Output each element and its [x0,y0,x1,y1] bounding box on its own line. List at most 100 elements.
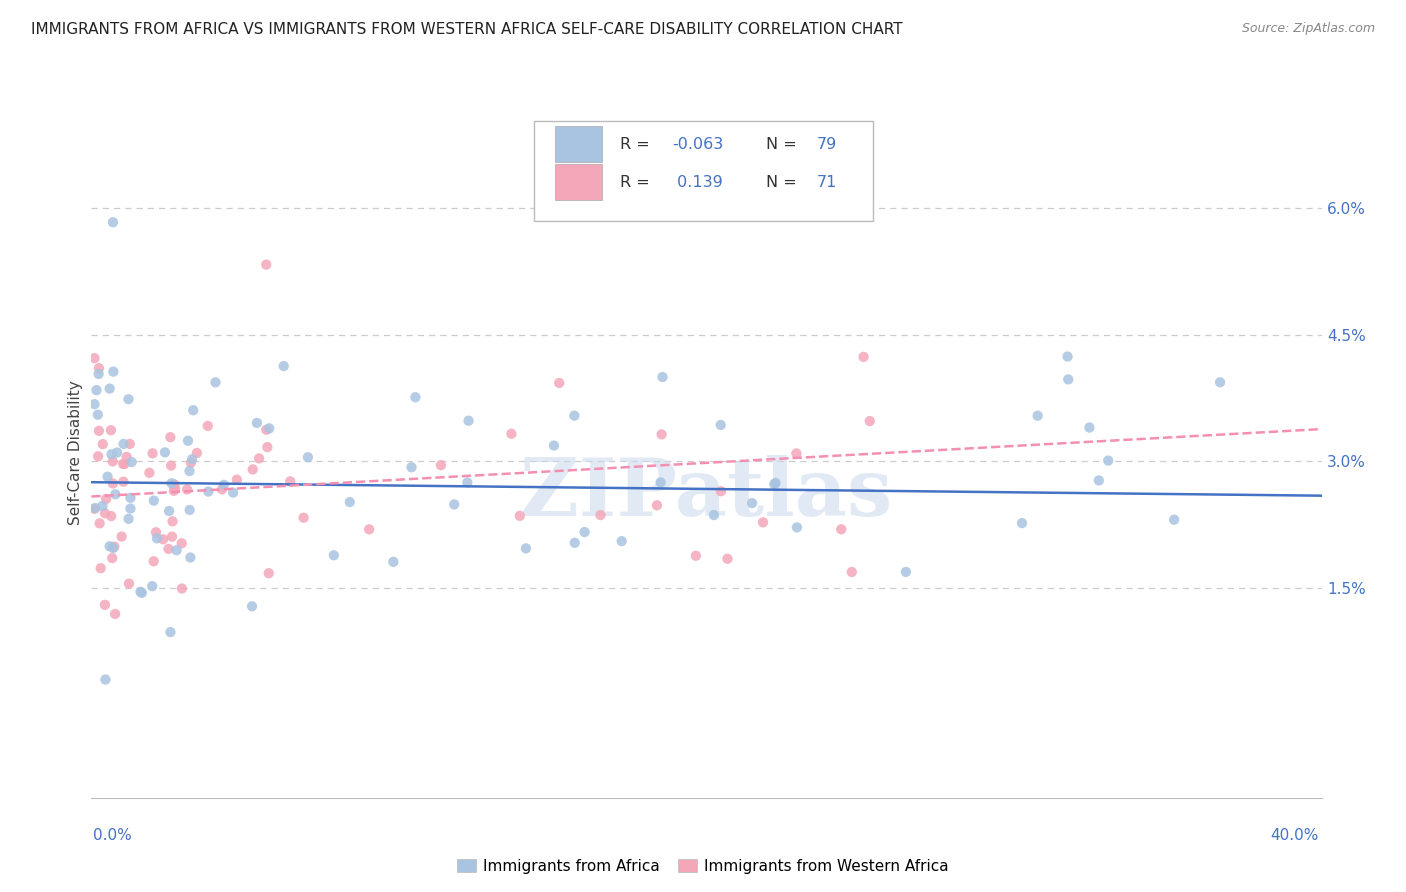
Point [94,491,117,506]
Point [456,475,478,490]
Text: 0.0%: 0.0% [93,829,132,843]
Point [176,483,198,497]
Point [146,532,169,546]
Point [160,476,183,491]
Point [87,408,110,422]
Point [112,457,135,471]
Point [105,445,128,459]
Point [852,350,875,364]
Point [170,582,193,596]
Point [181,403,204,417]
Point [574,524,596,539]
Point [91,499,114,513]
FancyBboxPatch shape [555,127,602,162]
Text: 71: 71 [817,175,838,190]
Point [716,551,738,566]
Point [98,382,121,396]
Point [752,516,775,530]
Point [104,487,127,501]
Point [651,427,673,442]
Point [163,477,186,491]
Point [141,579,163,593]
Point [894,565,917,579]
Point [131,586,153,600]
Point [703,508,725,522]
Point [685,549,707,563]
Point [382,555,405,569]
Point [1097,453,1119,467]
Point [430,458,453,473]
Point [97,469,120,483]
Point [101,454,124,468]
Point [118,576,141,591]
Point [120,491,142,505]
Point [1057,372,1080,386]
Point [211,482,233,496]
Point [142,554,165,568]
Point [610,534,633,549]
Point [786,520,808,534]
Point [181,452,204,467]
Point [548,376,571,390]
Point [101,551,124,566]
Point [1088,474,1111,488]
Point [651,370,673,384]
Point [104,607,127,621]
Point [1026,409,1049,423]
Point [589,508,612,522]
Point [247,451,270,466]
Point [159,430,181,444]
Point [242,462,264,476]
Point [87,450,110,464]
Point [86,383,108,397]
Point [170,536,193,550]
Point [177,434,200,448]
Text: R =: R = [620,136,655,152]
Point [165,482,187,496]
Point [120,501,142,516]
Point [1163,513,1185,527]
Point [765,475,787,490]
Point [1056,350,1078,364]
Point [101,215,124,229]
Point [222,485,245,500]
Point [710,484,733,499]
Point [162,514,184,528]
Point [564,409,586,423]
Text: IMMIGRANTS FROM AFRICA VS IMMIGRANTS FROM WESTERN AFRICA SELF-CARE DISABILITY CO: IMMIGRANTS FROM AFRICA VS IMMIGRANTS FRO… [31,22,903,37]
Point [112,437,135,451]
Point [179,464,201,478]
Point [115,450,138,464]
Point [1078,420,1101,434]
Point [157,504,180,518]
Point [186,446,208,460]
Point [142,493,165,508]
Point [100,447,122,461]
Point [240,599,263,614]
Point [100,423,122,437]
Point [212,478,235,492]
Point [145,525,167,540]
Point [142,446,165,460]
Point [509,508,531,523]
Point [87,424,110,438]
Point [179,550,201,565]
Point [84,501,107,516]
Point [401,460,423,475]
Point [197,484,219,499]
Point [859,414,882,428]
Point [741,496,763,510]
Point [650,475,672,490]
Point [159,625,181,640]
Point [297,450,319,465]
Point [83,501,105,516]
Point [254,423,277,437]
Point [841,565,863,579]
Text: R =: R = [620,175,655,190]
Point [1011,516,1033,530]
Point [111,530,134,544]
Point [278,475,301,489]
Text: 79: 79 [817,136,838,152]
Point [118,437,141,451]
Point [292,510,315,524]
